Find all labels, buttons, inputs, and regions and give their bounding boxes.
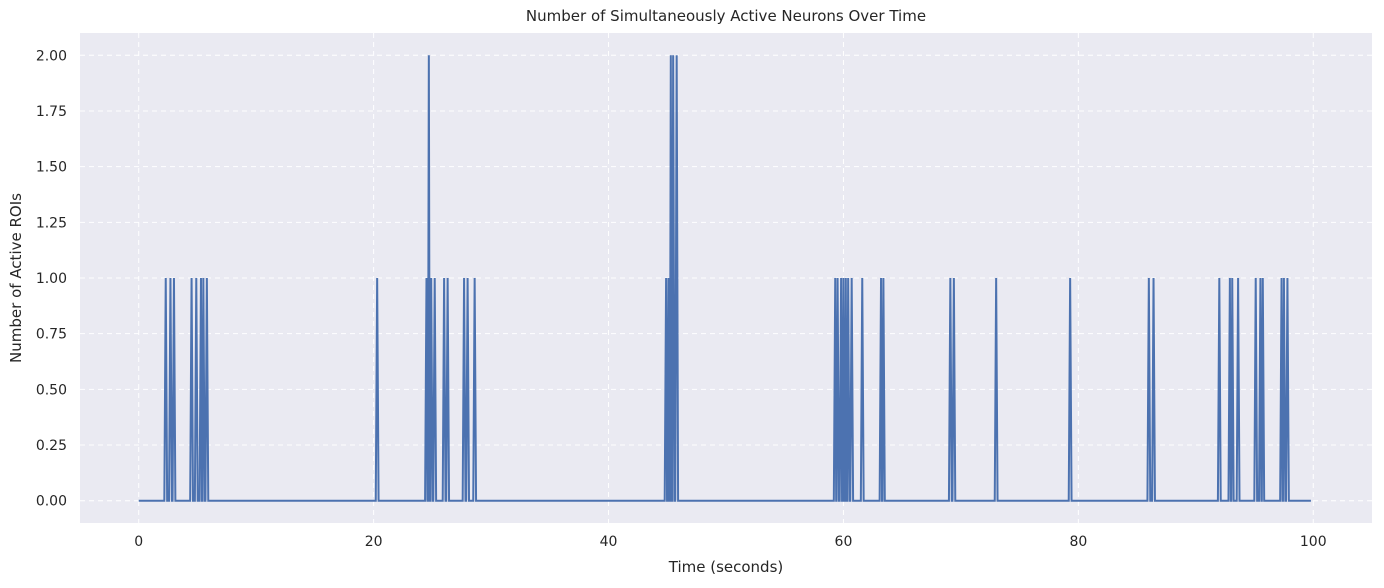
chart-title: Number of Simultaneously Active Neurons … [526, 7, 926, 25]
y-tick-label: 0.00 [36, 494, 67, 510]
x-tick-label: 20 [365, 534, 383, 550]
x-tick-label: 60 [835, 534, 853, 550]
y-tick-label: 2.00 [36, 48, 67, 64]
x-tick-label: 0 [134, 534, 143, 550]
plot-area [80, 33, 1372, 523]
y-tick-label: 1.50 [36, 160, 67, 176]
y-tick-label: 0.25 [36, 438, 67, 454]
x-tick-label: 80 [1069, 534, 1087, 550]
y-tick-label: 1.75 [36, 104, 67, 120]
tick-labels: 0 20 40 60 80 100 0.00 0.25 0.50 0.75 1.00 1.25 1.50… [36, 48, 1327, 550]
y-tick-label: 0.50 [36, 382, 67, 398]
y-tick-label: 0.75 [36, 327, 67, 343]
series-layer [138, 55, 1311, 502]
y-tick-label: 1.25 [36, 215, 67, 231]
x-tick-label: 40 [600, 534, 618, 550]
y-axis-label: Number of Active ROIs [7, 193, 25, 363]
x-axis-label: Time (seconds) [668, 558, 784, 576]
series-line-active-rois [138, 55, 1311, 502]
y-tick-label: 1.00 [36, 271, 67, 287]
x-tick-label: 100 [1300, 534, 1327, 550]
